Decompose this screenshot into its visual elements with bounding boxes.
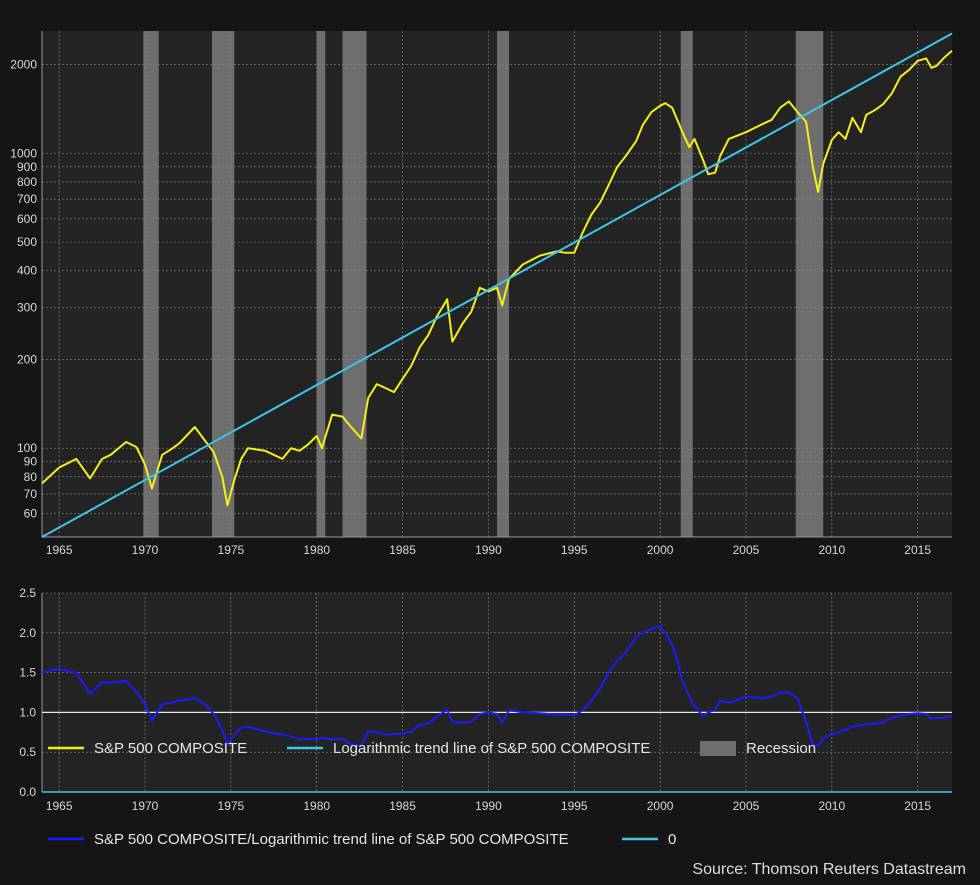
price-y-tick-label: 600 xyxy=(17,212,37,226)
ratio-y-tick-label: 0.5 xyxy=(19,745,36,759)
ratio-x-tick-label: 2000 xyxy=(647,799,674,813)
price-y-tick-label: 900 xyxy=(17,160,37,174)
price-x-tick-label: 2005 xyxy=(733,543,760,557)
price-y-tick-label: 60 xyxy=(24,507,38,521)
recession-band xyxy=(143,31,159,537)
price-y-tick-label: 400 xyxy=(17,264,37,278)
price-y-tick-label: 2000 xyxy=(10,58,37,72)
ratio-y-tick-label: 2.0 xyxy=(19,626,36,640)
price-y-tick-label: 200 xyxy=(17,352,37,366)
source-note: Source: Thomson Reuters Datastream xyxy=(692,861,966,878)
price-x-tick-label: 1990 xyxy=(475,543,502,557)
price-x-tick-label: 1975 xyxy=(218,543,245,557)
price-y-tick-label: 80 xyxy=(24,470,38,484)
price-y-tick-label: 300 xyxy=(17,301,37,315)
ratio-x-tick-label: 1990 xyxy=(475,799,502,813)
price-y-tick-label: 700 xyxy=(17,192,37,206)
price-x-tick-label: 2000 xyxy=(647,543,674,557)
legend-top: S&P 500 COMPOSITE Logarithmic trend line … xyxy=(48,740,816,757)
price-x-tick-label: 1980 xyxy=(303,543,330,557)
recession-band xyxy=(497,31,510,537)
trend-line xyxy=(41,32,953,538)
ratio-x-tick-label: 2010 xyxy=(818,799,845,813)
ratio-x-tick-label: 2015 xyxy=(904,799,931,813)
ratio-x-tick-label: 1965 xyxy=(46,799,73,813)
ratio-x-tick-label: 1975 xyxy=(218,799,245,813)
price-y-tick-label: 800 xyxy=(17,175,37,189)
price-y-tick-label: 1000 xyxy=(10,146,37,160)
sp500-line xyxy=(41,49,953,507)
price-y-tick-label: 100 xyxy=(17,441,37,455)
legend-label: S&P 500 COMPOSITE/Logarithmic trend line… xyxy=(94,831,569,848)
ratio-y-tick-label: 1.0 xyxy=(19,705,36,719)
ratio-x-tick-label: 1995 xyxy=(561,799,588,813)
recession-band xyxy=(680,31,693,537)
legend-label: Recession xyxy=(746,740,816,757)
legend-label: Logarithmic trend line of S&P 500 COMPOS… xyxy=(333,740,650,757)
ratio-panel: 0.0 0.5 1.0 1.5 2.0 2.5 1965 1970 1975 1980 1985 19… xyxy=(19,586,953,813)
ratio-plot-area xyxy=(42,593,952,792)
ratio-x-tick-label: 2005 xyxy=(733,799,760,813)
price-x-tick-label: 1965 xyxy=(46,543,73,557)
price-x-tick-label: 2010 xyxy=(818,543,845,557)
price-x-tick-label: 1970 xyxy=(132,543,159,557)
price-y-tick-label: 500 xyxy=(17,235,37,249)
ratio-line xyxy=(41,625,953,747)
price-x-tick-label: 2015 xyxy=(904,543,931,557)
recession-band xyxy=(316,31,326,537)
ratio-x-tick-label: 1970 xyxy=(132,799,159,813)
price-y-tick-label: 70 xyxy=(24,487,38,501)
legend-swatch-recession xyxy=(700,741,736,756)
ratio-y-tick-label: 1.5 xyxy=(19,666,36,680)
ratio-x-tick-label: 1980 xyxy=(303,799,330,813)
price-x-tick-label: 1985 xyxy=(389,543,416,557)
price-y-tick-label: 90 xyxy=(24,455,38,469)
recession-band xyxy=(211,31,235,537)
ratio-y-tick-label: 0.0 xyxy=(19,785,36,799)
recession-band xyxy=(342,31,367,537)
ratio-x-tick-label: 1985 xyxy=(389,799,416,813)
ratio-y-tick-label: 2.5 xyxy=(19,586,36,600)
legend-label: S&P 500 COMPOSITE xyxy=(94,740,247,757)
legend-label: 0 xyxy=(668,831,676,848)
legend-bottom: S&P 500 COMPOSITE/Logarithmic trend line… xyxy=(48,831,676,848)
price-x-tick-label: 1995 xyxy=(561,543,588,557)
